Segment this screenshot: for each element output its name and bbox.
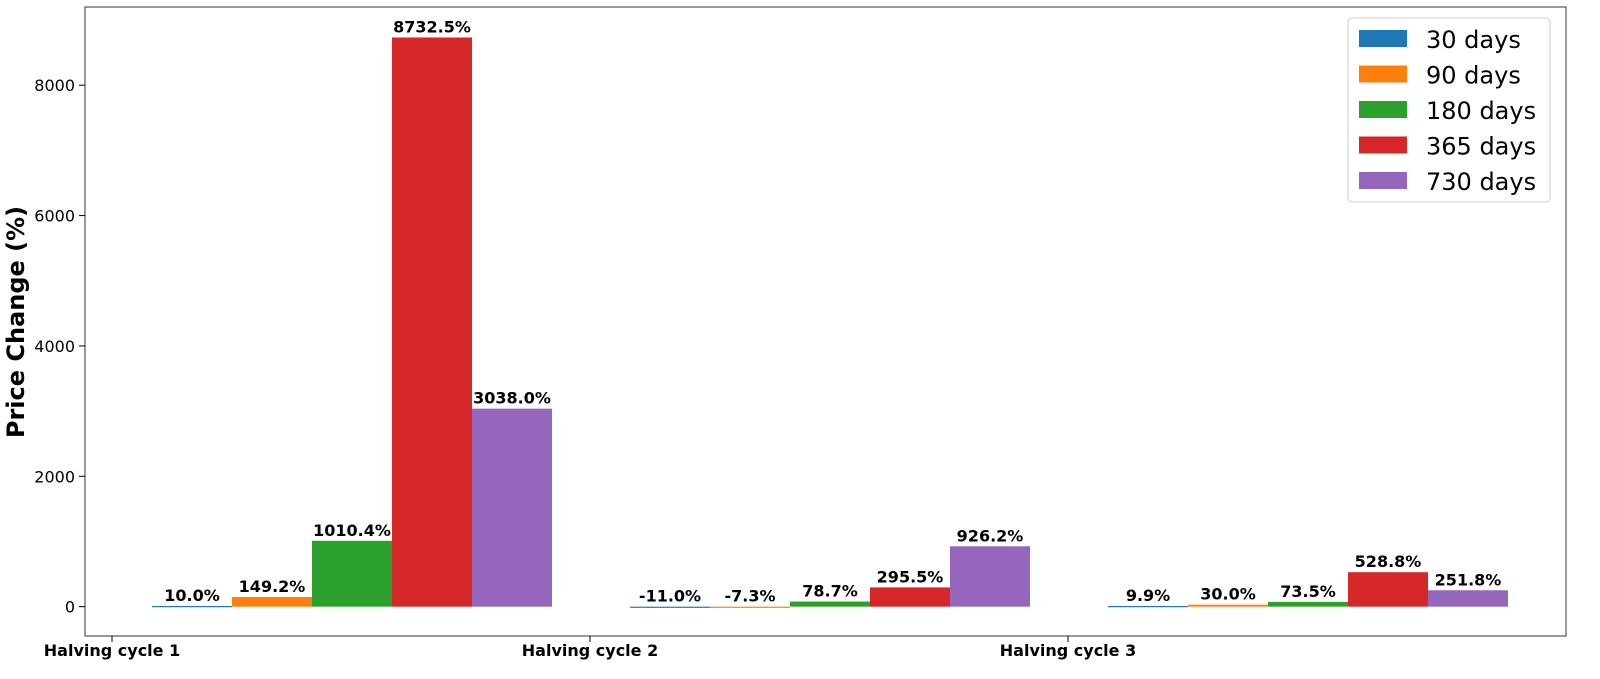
bar-30-days-cycle-2 bbox=[630, 606, 710, 608]
data-label: 295.5% bbox=[877, 567, 944, 586]
data-label: 9.9% bbox=[1126, 586, 1170, 605]
data-label: -7.3% bbox=[724, 587, 775, 606]
bar-90-days-cycle-1 bbox=[232, 596, 312, 607]
bar-365-days-cycle-2 bbox=[870, 587, 950, 607]
data-labels-layer: 10.0% -11.0% 9.9% 149.2% -7.3% 30.0% 1010.4% 78… bbox=[164, 17, 1501, 605]
data-label: 3038.0% bbox=[473, 389, 551, 408]
bar-90-days-cycle-2 bbox=[710, 606, 790, 608]
data-label: 149.2% bbox=[239, 577, 306, 596]
y-tick-label: 6000 bbox=[34, 207, 75, 226]
legend-swatch bbox=[1359, 136, 1407, 154]
bar-90-days-cycle-3 bbox=[1188, 604, 1268, 607]
legend-box bbox=[1347, 17, 1551, 203]
y-tick-label: 2000 bbox=[34, 467, 75, 486]
legend-label: 90 days bbox=[1426, 62, 1521, 90]
data-label: 10.0% bbox=[164, 586, 220, 605]
axes-layer: 0 2000 4000 6000 8000 Halving cycle 1 Halving … bbox=[34, 6, 1567, 660]
bar-365-days-cycle-1 bbox=[392, 37, 472, 607]
data-label: 8732.5% bbox=[393, 17, 471, 36]
legend-label: 30 days bbox=[1426, 26, 1521, 54]
bar-180-days-cycle-1 bbox=[312, 540, 392, 607]
data-label: 1010.4% bbox=[313, 521, 391, 540]
legend-label: 365 days bbox=[1426, 133, 1536, 161]
legend: 30 days 90 days 180 days 365 days 730 days bbox=[1347, 17, 1551, 203]
bar-365-days-cycle-3 bbox=[1348, 572, 1428, 607]
legend-label: 730 days bbox=[1426, 168, 1536, 196]
x-tick-label: Halving cycle 3 bbox=[1000, 641, 1136, 660]
bar-180-days-cycle-3 bbox=[1268, 601, 1348, 607]
bar-730-days-cycle-3 bbox=[1428, 590, 1508, 607]
data-label: 926.2% bbox=[957, 526, 1024, 545]
bar-730-days-cycle-1 bbox=[472, 408, 552, 607]
bars-layer bbox=[152, 37, 1508, 608]
y-tick-label: 8000 bbox=[34, 76, 75, 95]
data-label: 251.8% bbox=[1435, 570, 1502, 589]
plot-frame bbox=[84, 6, 1567, 637]
data-label: 528.8% bbox=[1355, 552, 1422, 571]
data-label: 30.0% bbox=[1200, 585, 1256, 604]
y-tick-label: 0 bbox=[65, 598, 75, 617]
bar-30-days-cycle-1 bbox=[152, 606, 232, 608]
y-axis-label: Price Change (%) bbox=[2, 206, 30, 438]
bar-730-days-cycle-2 bbox=[950, 546, 1030, 607]
legend-swatch bbox=[1359, 101, 1407, 118]
legend-label: 180 days bbox=[1426, 97, 1536, 125]
bar-30-days-cycle-3 bbox=[1108, 606, 1188, 608]
legend-swatch bbox=[1359, 65, 1407, 83]
data-label: 78.7% bbox=[802, 582, 858, 601]
bar-180-days-cycle-2 bbox=[790, 601, 870, 607]
data-label: 73.5% bbox=[1280, 582, 1336, 601]
y-tick-label: 4000 bbox=[34, 337, 75, 356]
legend-swatch bbox=[1359, 172, 1407, 189]
legend-swatch bbox=[1359, 30, 1407, 47]
data-label: -11.0% bbox=[639, 587, 701, 606]
x-tick-label: Halving cycle 1 bbox=[44, 641, 180, 660]
x-tick-label: Halving cycle 2 bbox=[522, 641, 658, 660]
